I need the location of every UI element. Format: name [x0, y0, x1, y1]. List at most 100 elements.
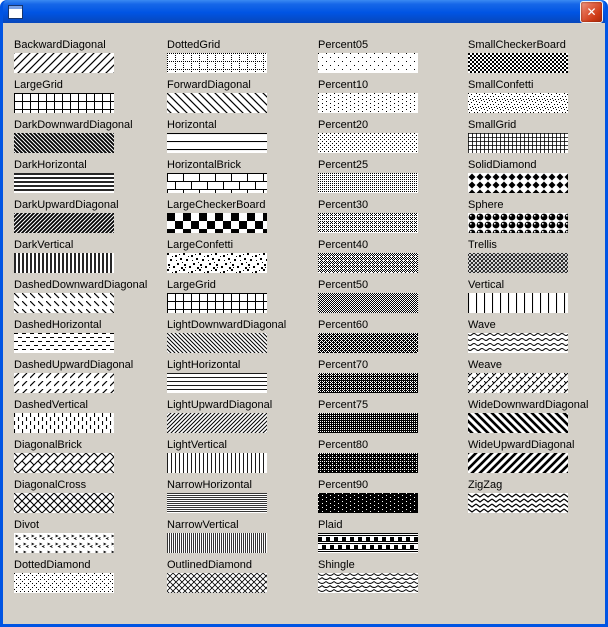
- hatch-item: LightHorizontal: [167, 359, 319, 399]
- hatch-swatch: [318, 93, 418, 113]
- hatch-swatch: [468, 293, 568, 313]
- hatch-item: DashedUpwardDiagonal: [14, 359, 166, 399]
- hatch-label: NarrowVertical: [167, 519, 239, 531]
- hatch-label: DiagonalCross: [14, 479, 87, 491]
- hatch-item: LargeCheckerBoard: [167, 199, 319, 239]
- hatch-label: OutlinedDiamond: [167, 559, 252, 571]
- hatch-label: LightUpwardDiagonal: [167, 399, 273, 411]
- hatch-swatch: [167, 93, 267, 113]
- hatch-item: NarrowHorizontal: [167, 479, 319, 519]
- hatch-item: DashedHorizontal: [14, 319, 166, 359]
- hatch-swatch: [318, 133, 418, 153]
- hatch-item: DottedDiamond: [14, 559, 166, 599]
- hatch-label: Weave: [468, 359, 503, 371]
- hatch-item: NarrowVertical: [167, 519, 319, 559]
- hatch-item: HorizontalBrick: [167, 159, 319, 199]
- hatch-label: DarkHorizontal: [14, 159, 87, 171]
- hatch-swatch: [14, 373, 114, 393]
- hatch-swatch: [318, 493, 418, 513]
- hatch-swatch: [167, 373, 267, 393]
- hatch-item: Percent70: [318, 359, 470, 399]
- hatch-item: SmallConfetti: [468, 79, 605, 119]
- hatch-column: Percent05 Percent10 Percent20 Percent25 Perc…: [318, 39, 470, 599]
- hatch-swatch: [167, 573, 267, 593]
- hatch-label: LargeConfetti: [167, 239, 234, 251]
- hatch-label: DarkDownwardDiagonal: [14, 119, 133, 131]
- hatch-label: DottedDiamond: [14, 559, 91, 571]
- hatch-label: Shingle: [318, 559, 355, 571]
- hatch-swatch: [14, 413, 114, 433]
- hatch-label: DiagonalBrick: [14, 439, 82, 451]
- hatch-item: Percent50: [318, 279, 470, 319]
- hatch-label: Divot: [14, 519, 40, 531]
- hatch-swatch: [167, 213, 267, 233]
- hatch-item: Percent20: [318, 119, 470, 159]
- titlebar[interactable]: ✕: [3, 0, 605, 23]
- hatch-item: Percent05: [318, 39, 470, 79]
- hatch-label: Percent05: [318, 39, 369, 51]
- hatch-label: DashedDownwardDiagonal: [14, 279, 148, 291]
- hatch-item: OutlinedDiamond: [167, 559, 319, 599]
- hatch-item: Percent75: [318, 399, 470, 439]
- hatch-item: DiagonalBrick: [14, 439, 166, 479]
- hatch-swatch: [318, 373, 418, 393]
- hatch-swatch: [468, 133, 568, 153]
- hatch-swatch: [318, 53, 418, 73]
- hatch-swatch: [14, 493, 114, 513]
- hatch-swatch: [167, 333, 267, 353]
- hatch-item: LightVertical: [167, 439, 319, 479]
- hatch-swatch: [14, 453, 114, 473]
- hatch-item: DashedVertical: [14, 399, 166, 439]
- hatch-column: DottedGrid ForwardDiagonal Horizontal Horiz…: [167, 39, 319, 599]
- hatch-label: LightVertical: [167, 439, 227, 451]
- hatch-swatch: [318, 573, 418, 593]
- hatch-swatch: [14, 213, 114, 233]
- hatch-item: LargeGrid: [167, 279, 319, 319]
- hatch-column: SmallCheckerBoard SmallConfetti SmallGrid S…: [468, 39, 605, 519]
- hatch-grid: BackwardDiagonal LargeGrid DarkDownwardDia…: [3, 23, 605, 624]
- hatch-swatch: [318, 213, 418, 233]
- hatch-label: LargeGrid: [167, 279, 216, 291]
- hatch-item: Weave: [468, 359, 605, 399]
- hatch-label: Sphere: [468, 199, 504, 211]
- hatch-swatch: [468, 413, 568, 433]
- hatch-swatch: [14, 533, 114, 553]
- hatch-swatch: [468, 373, 568, 393]
- hatch-swatch: [318, 453, 418, 473]
- hatch-item: SmallGrid: [468, 119, 605, 159]
- hatch-swatch: [14, 573, 114, 593]
- hatch-label: Percent30: [318, 199, 369, 211]
- hatch-label: WideUpwardDiagonal: [468, 439, 575, 451]
- hatch-swatch: [468, 93, 568, 113]
- hatch-label: Percent60: [318, 319, 369, 331]
- hatch-swatch: [318, 333, 418, 353]
- hatch-item: Trellis: [468, 239, 605, 279]
- hatch-swatch: [167, 53, 267, 73]
- hatch-item: Percent40: [318, 239, 470, 279]
- hatch-label: DarkUpwardDiagonal: [14, 199, 119, 211]
- hatch-swatch: [14, 293, 114, 313]
- hatch-item: Plaid: [318, 519, 470, 559]
- hatch-label: Trellis: [468, 239, 497, 251]
- hatch-label: Plaid: [318, 519, 343, 531]
- hatch-label: LargeCheckerBoard: [167, 199, 266, 211]
- hatch-item: Shingle: [318, 559, 470, 599]
- hatch-item: LargeGrid: [14, 79, 166, 119]
- hatch-label: SmallConfetti: [468, 79, 534, 91]
- hatch-label: Horizontal: [167, 119, 217, 131]
- hatch-swatch: [318, 533, 418, 553]
- hatch-swatch: [468, 453, 568, 473]
- hatch-swatch: [167, 453, 267, 473]
- hatch-item: WideDownwardDiagonal: [468, 399, 605, 439]
- hatch-label: DashedUpwardDiagonal: [14, 359, 134, 371]
- hatch-item: LargeConfetti: [167, 239, 319, 279]
- hatch-label: Percent90: [318, 479, 369, 491]
- close-button[interactable]: ✕: [580, 0, 603, 23]
- hatch-item: DarkVertical: [14, 239, 166, 279]
- client-area: BackwardDiagonal LargeGrid DarkDownwardDia…: [3, 23, 605, 624]
- hatch-item: Wave: [468, 319, 605, 359]
- hatch-swatch: [167, 173, 267, 193]
- hatch-item: LightUpwardDiagonal: [167, 399, 319, 439]
- hatch-swatch: [468, 213, 568, 233]
- hatch-swatch: [167, 413, 267, 433]
